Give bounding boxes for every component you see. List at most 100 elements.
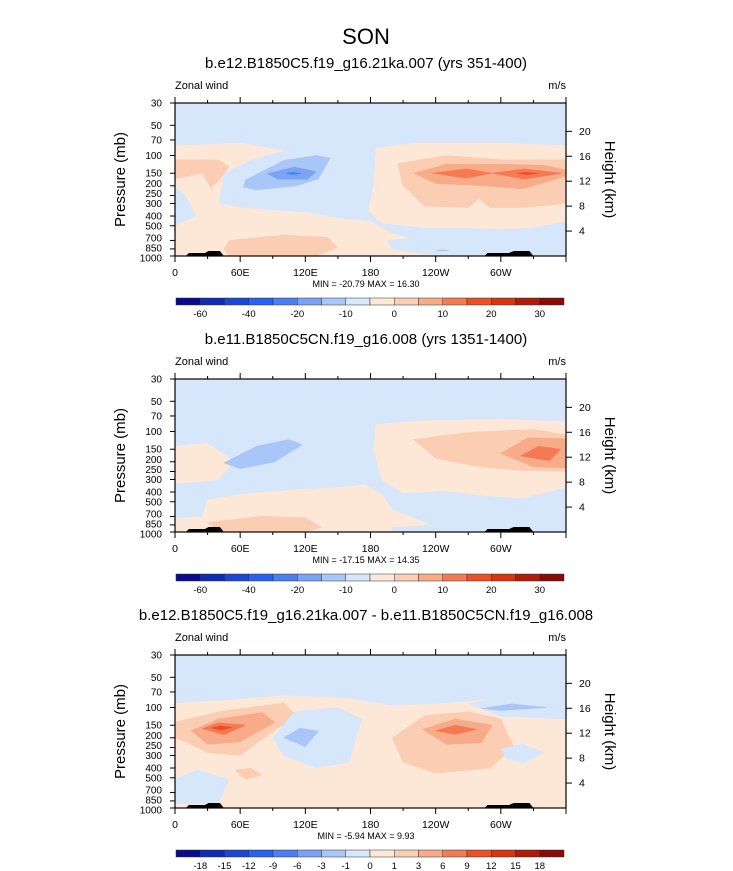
x-tick-label: 120W — [422, 267, 450, 279]
colorbar-label: 30 — [534, 309, 545, 320]
y-tick-label: 400 — [145, 763, 162, 774]
panel-subtitle: b.e12.B1850C5.f19_g16.21ka.007 - b.e11.B… — [139, 607, 593, 624]
y-tick-label: 300 — [145, 751, 162, 762]
colorbar-label: -20 — [290, 585, 304, 596]
colorbar-box — [321, 849, 346, 858]
colorbar-label: -20 — [290, 309, 304, 320]
colorbar-box — [200, 849, 225, 858]
colorbar-label: 10 — [437, 585, 448, 596]
y2-tick-label: 20 — [579, 126, 591, 138]
x-tick-label: 180 — [362, 543, 380, 555]
colorbar-box — [515, 849, 540, 858]
y-tick-label: 150 — [145, 445, 162, 456]
y-tick-label: 1000 — [140, 806, 163, 817]
contour-region — [175, 159, 230, 189]
topography-mask — [185, 527, 224, 532]
contour-region — [386, 234, 566, 256]
y-tick-label: 500 — [145, 497, 162, 508]
x-tick-label: 60E — [231, 543, 250, 555]
colorbar-box — [515, 297, 540, 306]
y-tick-label: 150 — [145, 169, 162, 180]
topography-mask — [484, 527, 534, 532]
contour-region — [175, 482, 208, 518]
y2-axis-label: Height (km) — [601, 693, 618, 771]
x-tick-label: 60W — [490, 267, 512, 279]
colorbar-box — [418, 573, 443, 582]
colorbar-label: 0 — [367, 861, 372, 871]
colorbar-label: 15 — [510, 861, 521, 871]
contour-region — [435, 249, 449, 252]
colorbar-label: 20 — [486, 309, 497, 320]
y-tick-label: 30 — [151, 651, 163, 662]
panel-subtitle: b.e12.B1850C5.f19_g16.21ka.007 (yrs 351-… — [205, 55, 527, 72]
contour-field — [175, 655, 566, 808]
y-tick-label: 1000 — [140, 530, 163, 541]
colorbar-label: 9 — [464, 861, 469, 871]
colorbar-box — [297, 573, 322, 582]
panel-1: b.e12.B1850C5.f19_g16.21ka.007 (yrs 351-… — [112, 55, 618, 320]
contour-region — [500, 743, 545, 764]
colorbar-box — [272, 849, 298, 858]
colorbar-box — [297, 297, 322, 306]
x-tick-label: 60E — [231, 819, 250, 831]
x-tick-label: 180 — [362, 819, 380, 831]
x-tick-label: 120E — [293, 819, 318, 831]
contour-region — [272, 707, 363, 769]
colorbar-box — [369, 573, 395, 582]
y-tick-label: 50 — [151, 397, 163, 408]
colorbar-box — [248, 849, 274, 858]
colorbar-label: -10 — [339, 585, 353, 596]
colorbar-label: -60 — [193, 585, 207, 596]
contour-region — [175, 655, 566, 706]
y-tick-label: 200 — [145, 731, 162, 742]
colorbar-label: -15 — [218, 861, 232, 871]
y-tick-label: 1000 — [140, 254, 163, 265]
colorbar-label: -60 — [193, 309, 207, 320]
panel-units-label: m/s — [548, 356, 566, 368]
y-tick-label: 300 — [145, 475, 162, 486]
contour-region — [223, 234, 339, 256]
colorbar-label: 6 — [440, 861, 445, 871]
panel-subtitle: b.e11.B1850C5CN.f19_g16.008 (yrs 1351-14… — [205, 331, 527, 348]
y2-tick-label: 12 — [579, 452, 591, 464]
colorbar-label: 3 — [416, 861, 421, 871]
y2-tick-label: 20 — [579, 402, 591, 414]
colorbar-label: -12 — [242, 861, 256, 871]
contour-region — [211, 725, 232, 731]
colorbar-box — [272, 573, 298, 582]
colorbar-label: 0 — [392, 585, 397, 596]
panel-units-label: m/s — [548, 80, 566, 92]
x-tick-label: 120E — [293, 543, 318, 555]
y-tick-label: 100 — [145, 151, 162, 162]
topography-mask — [185, 251, 224, 256]
y-axis-label: Pressure (mb) — [112, 684, 129, 779]
colorbar-label: 18 — [534, 861, 545, 871]
colorbar-box — [466, 573, 492, 582]
colorbar-box — [369, 849, 395, 858]
contour-field — [175, 379, 566, 532]
colorbar-box — [539, 297, 565, 306]
y-tick-label: 200 — [145, 455, 162, 466]
contour-region — [520, 445, 561, 461]
y2-axis-label: Height (km) — [601, 141, 618, 219]
colorbar-box — [394, 849, 419, 858]
colorbar-box — [248, 573, 274, 582]
y-tick-label: 700 — [145, 786, 162, 797]
colorbar-box — [200, 297, 225, 306]
colorbar-box — [394, 297, 419, 306]
colorbar-label: 1 — [392, 861, 397, 871]
y-tick-label: 70 — [151, 687, 163, 698]
y2-tick-label: 16 — [579, 427, 591, 439]
panel-left-label: Zonal wind — [175, 80, 228, 92]
colorbar-box — [515, 573, 540, 582]
min-max-stats: MIN = -5.94 MAX = 9.93 — [317, 831, 414, 841]
y2-tick-label: 8 — [579, 201, 585, 213]
colorbar-label: -9 — [269, 861, 277, 871]
y-tick-label: 400 — [145, 211, 162, 222]
colorbar: -18 -15 -12 -9 -6 -3 -1 0 1 3 6 9 12 15 18 — [175, 849, 565, 871]
y-tick-label: 500 — [145, 221, 162, 232]
contour-region — [175, 769, 230, 804]
x-tick-label: 120W — [422, 543, 450, 555]
y2-tick-label: 8 — [579, 477, 585, 489]
